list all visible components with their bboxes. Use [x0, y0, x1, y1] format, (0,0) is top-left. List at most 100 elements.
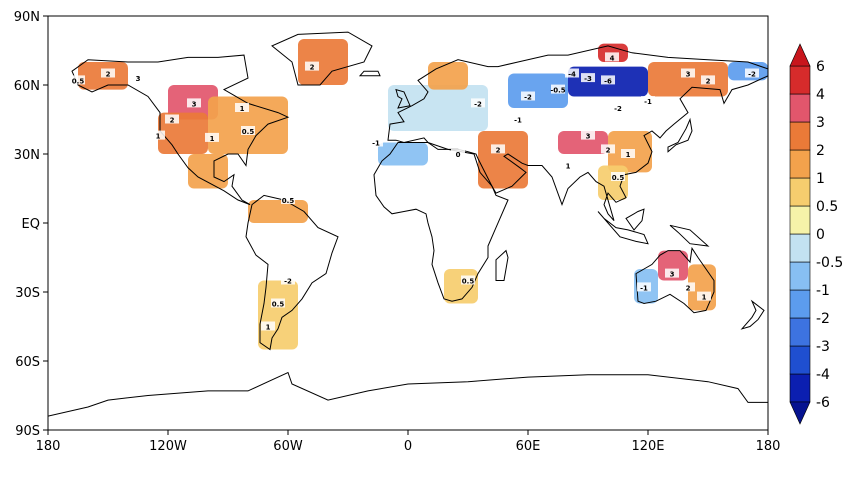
contour-label: 1	[566, 163, 571, 171]
x-tick-label: 0	[404, 439, 412, 454]
contour-label-bg	[681, 68, 695, 78]
coastline-madagascar	[495, 249, 509, 281]
colorbar-label: -1	[816, 283, 830, 299]
contour-label-bg	[165, 114, 179, 124]
colorbar-label: -6	[816, 395, 830, 411]
colorbar-swatch	[789, 65, 811, 95]
contour-label: 0.5	[462, 278, 475, 286]
contour-label: 0.5	[72, 77, 85, 85]
anomaly-region	[388, 85, 488, 131]
contour-label-bg	[461, 275, 475, 285]
colorbar: -6 -4 -3 -2 -1 -0.5 0 0.5 1 2 3 4 6	[789, 43, 843, 425]
colorbar-max-arrow	[789, 43, 811, 67]
contour-label: -1	[640, 284, 648, 292]
contour-label-bg	[151, 130, 165, 140]
colorbar-swatch	[789, 149, 811, 179]
colorbar-label: 2	[816, 143, 825, 159]
y-tick-label: 60N	[14, 79, 40, 94]
coastline-japan	[667, 117, 693, 153]
x-tick-label: 120E	[631, 439, 664, 454]
contour-label-bg	[281, 195, 295, 204]
x-tick-label: 120W	[149, 439, 187, 454]
contour-label: 3	[586, 133, 591, 141]
colorbar-swatch	[789, 177, 811, 207]
contour-label-bg	[601, 75, 615, 85]
x-axis: 180 120W 60W 0 60E 120E 180	[36, 430, 780, 454]
colorbar-label: 6	[816, 59, 825, 75]
contour-label: 0	[456, 151, 461, 159]
colorbar-label: -3	[816, 339, 830, 355]
contour-label-bg	[271, 298, 285, 308]
colorbar-swatch	[789, 317, 811, 347]
colorbar-swatch	[789, 205, 811, 235]
contour-label-bg	[641, 96, 655, 106]
coastline-borneo	[625, 208, 645, 231]
contour-label-bg	[561, 160, 575, 170]
contour-label: 2	[606, 146, 611, 154]
contour-label-bg	[241, 126, 255, 135]
contour-label-bg	[611, 172, 625, 181]
colorbar-swatch	[789, 289, 811, 319]
coastline-indonesia	[597, 211, 649, 245]
contour-label-bg	[745, 68, 759, 78]
colorbar-swatch	[789, 261, 811, 291]
coastline-new-guinea	[669, 224, 710, 247]
contour-label: -4	[568, 71, 576, 79]
anomaly-region	[188, 154, 228, 189]
colorbar-label: -0.5	[816, 255, 843, 271]
contour-label: -1	[644, 98, 652, 106]
coastline-new-zealand	[740, 299, 765, 330]
colorbar-label: 1	[816, 171, 825, 187]
colorbar-label: -4	[816, 367, 830, 383]
contour-label: 2	[706, 77, 711, 85]
contour-label: -2	[284, 278, 292, 286]
y-axis: 90N 60N 30N EQ 30S 60S 90S	[14, 10, 48, 439]
contour-label: -2	[524, 94, 532, 102]
colorbar-swatch	[789, 93, 811, 123]
contour-label-bg	[581, 130, 595, 140]
contour-label-bg	[521, 91, 535, 101]
contour-label-bg	[637, 282, 651, 292]
contour-label: -1	[372, 140, 380, 148]
contour-label: 1	[210, 135, 215, 143]
coastline-south-america	[245, 194, 339, 351]
contour-label-bg	[451, 149, 465, 158]
coastline-africa	[373, 142, 509, 302]
contour-label: 0.5	[612, 174, 625, 182]
colorbar-swatch	[789, 233, 811, 263]
contour-label: 1	[266, 324, 271, 332]
colorbar-label: 0.5	[816, 199, 838, 215]
x-tick-label: 60W	[273, 439, 303, 454]
colorbar-swatch	[789, 121, 811, 151]
contour-label: 0.5	[282, 197, 295, 205]
contour-label: -2	[474, 100, 482, 108]
contour-label-bg	[261, 321, 275, 331]
contour-label-bg	[565, 68, 579, 78]
contour-label: -1	[514, 117, 522, 125]
coastline-north-america	[71, 54, 290, 206]
contour-label-bg	[581, 73, 595, 83]
y-tick-label: 60S	[15, 355, 40, 370]
coastline-britain	[395, 88, 411, 109]
x-tick-label: 180	[36, 439, 61, 454]
y-tick-label: EQ	[22, 217, 40, 232]
contour-label: 2	[686, 284, 691, 292]
anomaly-region	[208, 96, 288, 154]
contour-label-bg	[681, 282, 695, 292]
contour-label: 2	[496, 146, 501, 154]
contour-label-bg	[369, 137, 383, 147]
anomaly-region	[248, 200, 308, 223]
coastline-australia	[635, 246, 715, 314]
plot-area: 2 3 0.5 3 2 1 1 0.5 1 2 0.5 -1 -2 -1 2 0 -2 -3 -6 -4-0.5 -2 -…	[47, 15, 769, 431]
anomaly-region	[428, 62, 468, 90]
y-tick-label: 30N	[14, 148, 40, 163]
contour-label: 3	[136, 75, 141, 83]
y-tick-label: 30S	[15, 286, 40, 301]
contour-label: 0.5	[242, 128, 255, 136]
contour-label: -0.5	[550, 87, 565, 95]
contour-label-bg	[491, 144, 505, 154]
coastlines	[48, 31, 768, 417]
anomaly-region	[598, 165, 628, 200]
contour-label-bg	[621, 149, 635, 158]
contour-label: 2	[106, 71, 111, 79]
